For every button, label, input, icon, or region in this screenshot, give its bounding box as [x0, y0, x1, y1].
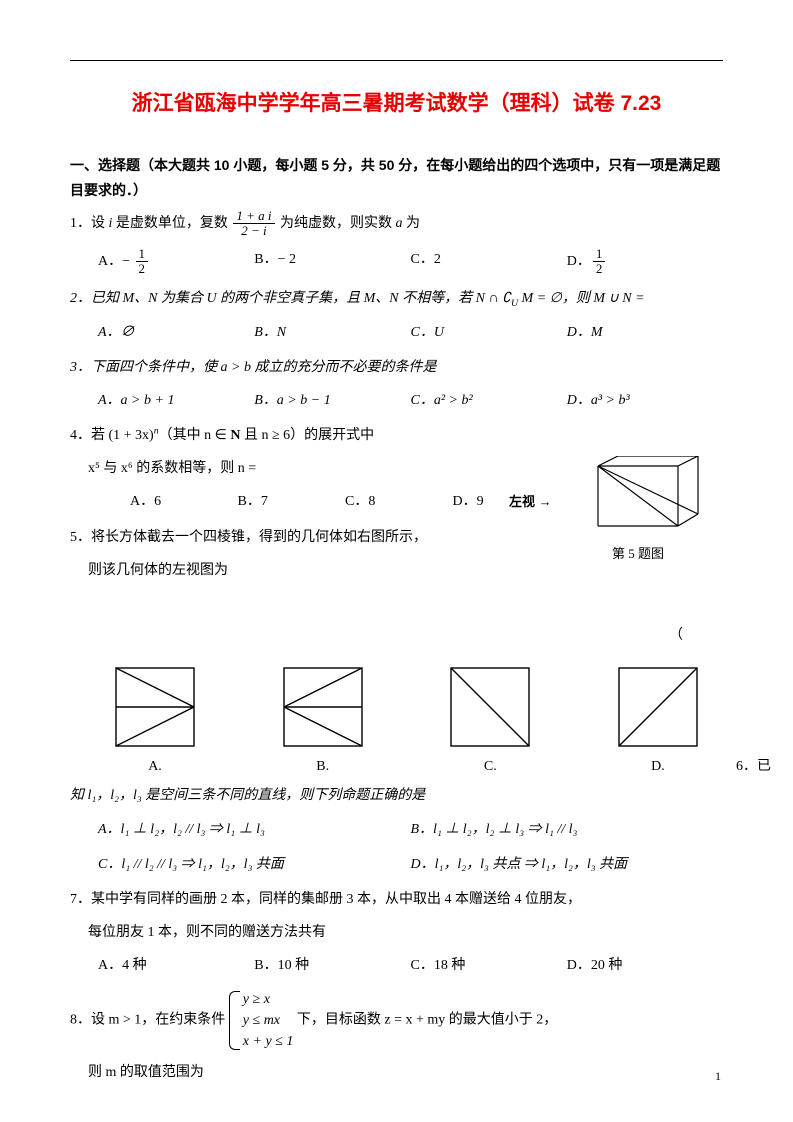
q1-var-a: a — [396, 216, 403, 231]
q7-options: A．4 种 B．10 种 C．18 种 D．20 种 — [70, 953, 723, 978]
q1-frac-num: 1 + a i — [233, 209, 274, 224]
q5-open-paren: （ — [70, 623, 723, 648]
q1-D-pre: D． — [567, 254, 591, 269]
q1-A-pre: A． — [98, 254, 122, 269]
question-8: 8．设 m > 1，在约束条件 y ≥ x y ≤ mx x + y ≤ 1 下… — [70, 989, 723, 1052]
q5-view-A: A. — [100, 666, 210, 779]
q1-mid2: 为纯虚数，则实数 — [277, 216, 396, 231]
page-title: 浙江省瓯海中学学年高三暑期考试数学（理科）试卷 7.23 — [70, 85, 723, 123]
q8-sys3: x + y ≤ 1 — [243, 1031, 294, 1052]
question-3: 3．下面四个条件中，使 a > b 成立的充分而不必要的条件是 — [70, 355, 723, 380]
q4-opt-B: B．7 — [238, 489, 346, 514]
q5-lbl-B: B. — [316, 759, 329, 774]
q1-opt-A: A．− 12 — [98, 247, 254, 277]
q6-opt-B: B．l₁ ⊥ l₂，l₂ ⊥ l₃ ⇒ l₁ // l₃ — [411, 817, 724, 842]
figure-5-caption: 第 5 题图 — [563, 542, 713, 565]
exam-page: 浙江省瓯海中学学年高三暑期考试数学（理科）试卷 7.23 一、选择题（本大题共 … — [0, 0, 793, 1122]
q4-l1-pre: 4．若 (1 + 3x) — [70, 428, 154, 443]
q1-A-neg: − — [122, 254, 133, 269]
page-number: 1 — [715, 1066, 721, 1088]
q5-view-C: C. — [435, 666, 545, 779]
q1-mid1: 是虚数单位，复数 — [112, 216, 231, 231]
q7-opt-D: D．20 种 — [567, 953, 723, 978]
q1-opt-D: D．12 — [567, 247, 723, 277]
question-2: 2．已知 M、N 为集合 U 的两个非空真子集，且 M、N 不相等，若 N ∩ … — [70, 286, 723, 311]
zuoshi-text: 左视 — [509, 494, 535, 509]
q5-lbl-A: A. — [148, 759, 162, 774]
q4-opt-C: C．8 — [345, 489, 453, 514]
q1-fraction: 1 + a i2 − i — [233, 209, 274, 239]
q5-view-D: D. 6．已 — [603, 666, 713, 779]
figure-5: 左视 → 第 5 题图 — [563, 456, 713, 565]
q8-mid: 下，目标函数 z = x + my 的最大值小于 2， — [297, 1012, 557, 1027]
q3-options: A．a > b + 1 B．a > b − 1 C．a² > b² D．a³ >… — [70, 388, 723, 413]
q1-frac-den: 2 − i — [233, 224, 274, 238]
q5-option-diagrams: A. B. C. D. 6．已 — [70, 666, 723, 779]
q6-tail: 6．已 — [736, 754, 771, 779]
question-7-l2: 每位朋友 1 本，则不同的赠送方法共有 — [70, 920, 723, 945]
q7-opt-C: C．18 种 — [411, 953, 567, 978]
q1-post: 为 — [403, 216, 421, 231]
q8-pre: 8．设 m > 1，在约束条件 — [70, 1012, 229, 1027]
question-7-l1: 7．某中学有同样的画册 2 本，同样的集邮册 3 本，从中取出 4 本赠送给 4… — [70, 887, 723, 912]
q4-l1-mid: （其中 n ∈ — [159, 428, 231, 443]
q1-opt-C: C．2 — [411, 247, 567, 277]
q5-lbl-C: C. — [484, 759, 497, 774]
q3-opt-B: B．a > b − 1 — [254, 388, 410, 413]
section-1-heading: 一、选择题（本大题共 10 小题，每小题 5 分，共 50 分，在每小题给出的四… — [70, 153, 723, 203]
question-5-line1: 5．将长方体截去一个四棱锥，得到的几何体如右图所示， — [70, 525, 510, 550]
q7-opt-B: B．10 种 — [254, 953, 410, 978]
question-4: 4．若 (1 + 3x)n（其中 n ∈ N 且 n ≥ 6）的展开式中 — [70, 423, 723, 448]
q1-D-num: 1 — [593, 247, 606, 262]
q1-stem-pre: 1．设 — [70, 216, 109, 231]
q7-opt-A: A．4 种 — [98, 953, 254, 978]
q6-opt-A: A．l₁ ⊥ l₂，l₂ // l₃ ⇒ l₁ ⊥ l₃ — [98, 817, 411, 842]
q2-stem2: M = ∅，则 M ∪ N = — [518, 291, 645, 306]
q6-opt-D: D．l₁，l₂，l₃ 共点 ⇒ l₁，l₂，l₃ 共面 — [411, 852, 724, 877]
q4-opt-A: A．6 — [130, 489, 238, 514]
q1-A-den: 2 — [136, 262, 149, 276]
q2-opt-B: B．N — [254, 320, 410, 345]
q6-opt-C: C．l₁ // l₂ // l₃ ⇒ l₁，l₂，l₃ 共面 — [98, 852, 411, 877]
q2-sub: U — [511, 298, 518, 309]
q1-options: A．− 12 B．− 2 C．2 D．12 — [70, 247, 723, 277]
left-view-label: 左视 → — [509, 490, 552, 513]
q2-stem: 2．已知 M、N 为集合 U 的两个非空真子集，且 M、N 不相等，若 N ∩ … — [70, 291, 511, 306]
q3-opt-C: C．a² > b² — [411, 388, 567, 413]
question-1: 1．设 i 是虚数单位，复数 1 + a i2 − i 为纯虚数，则实数 a 为 — [70, 209, 723, 239]
q5-view-B: B. — [268, 666, 378, 779]
q1-A-num: 1 — [136, 247, 149, 262]
q2-options: A．∅ B．N C．U D．M — [70, 320, 723, 345]
question-6: 知 l₁，l₂，l₃ 是空间三条不同的直线，则下列命题正确的是 — [70, 783, 723, 808]
prism-diagram — [568, 456, 708, 536]
q6-options-row2: C．l₁ // l₂ // l₃ ⇒ l₁，l₂，l₃ 共面 D．l₁，l₂，l… — [70, 852, 723, 877]
q4-l1-post: 且 n ≥ 6）的展开式中 — [240, 428, 374, 443]
q5-lbl-D: D. — [651, 759, 665, 774]
q8-post: 则 m 的取值范围为 — [70, 1060, 723, 1085]
q3-opt-A: A．a > b + 1 — [98, 388, 254, 413]
top-rule — [70, 60, 723, 61]
q3-opt-D: D．a³ > b³ — [567, 388, 723, 413]
q8-system: y ≥ x y ≤ mx x + y ≤ 1 — [229, 989, 294, 1052]
q1-D-den: 2 — [593, 262, 606, 276]
q2-opt-A: A．∅ — [98, 320, 254, 345]
q4-N: N — [230, 428, 240, 443]
q2-opt-D: D．M — [567, 320, 723, 345]
q6-options-row1: A．l₁ ⊥ l₂，l₂ // l₃ ⇒ l₁ ⊥ l₃ B．l₁ ⊥ l₂，l… — [70, 817, 723, 842]
q1-opt-B: B．− 2 — [254, 247, 410, 277]
q8-sys1: y ≥ x — [243, 989, 294, 1010]
q4-options: A．6 B．7 C．8 D．9 — [70, 489, 560, 514]
q2-opt-C: C．U — [411, 320, 567, 345]
q8-sys2: y ≤ mx — [243, 1010, 294, 1031]
